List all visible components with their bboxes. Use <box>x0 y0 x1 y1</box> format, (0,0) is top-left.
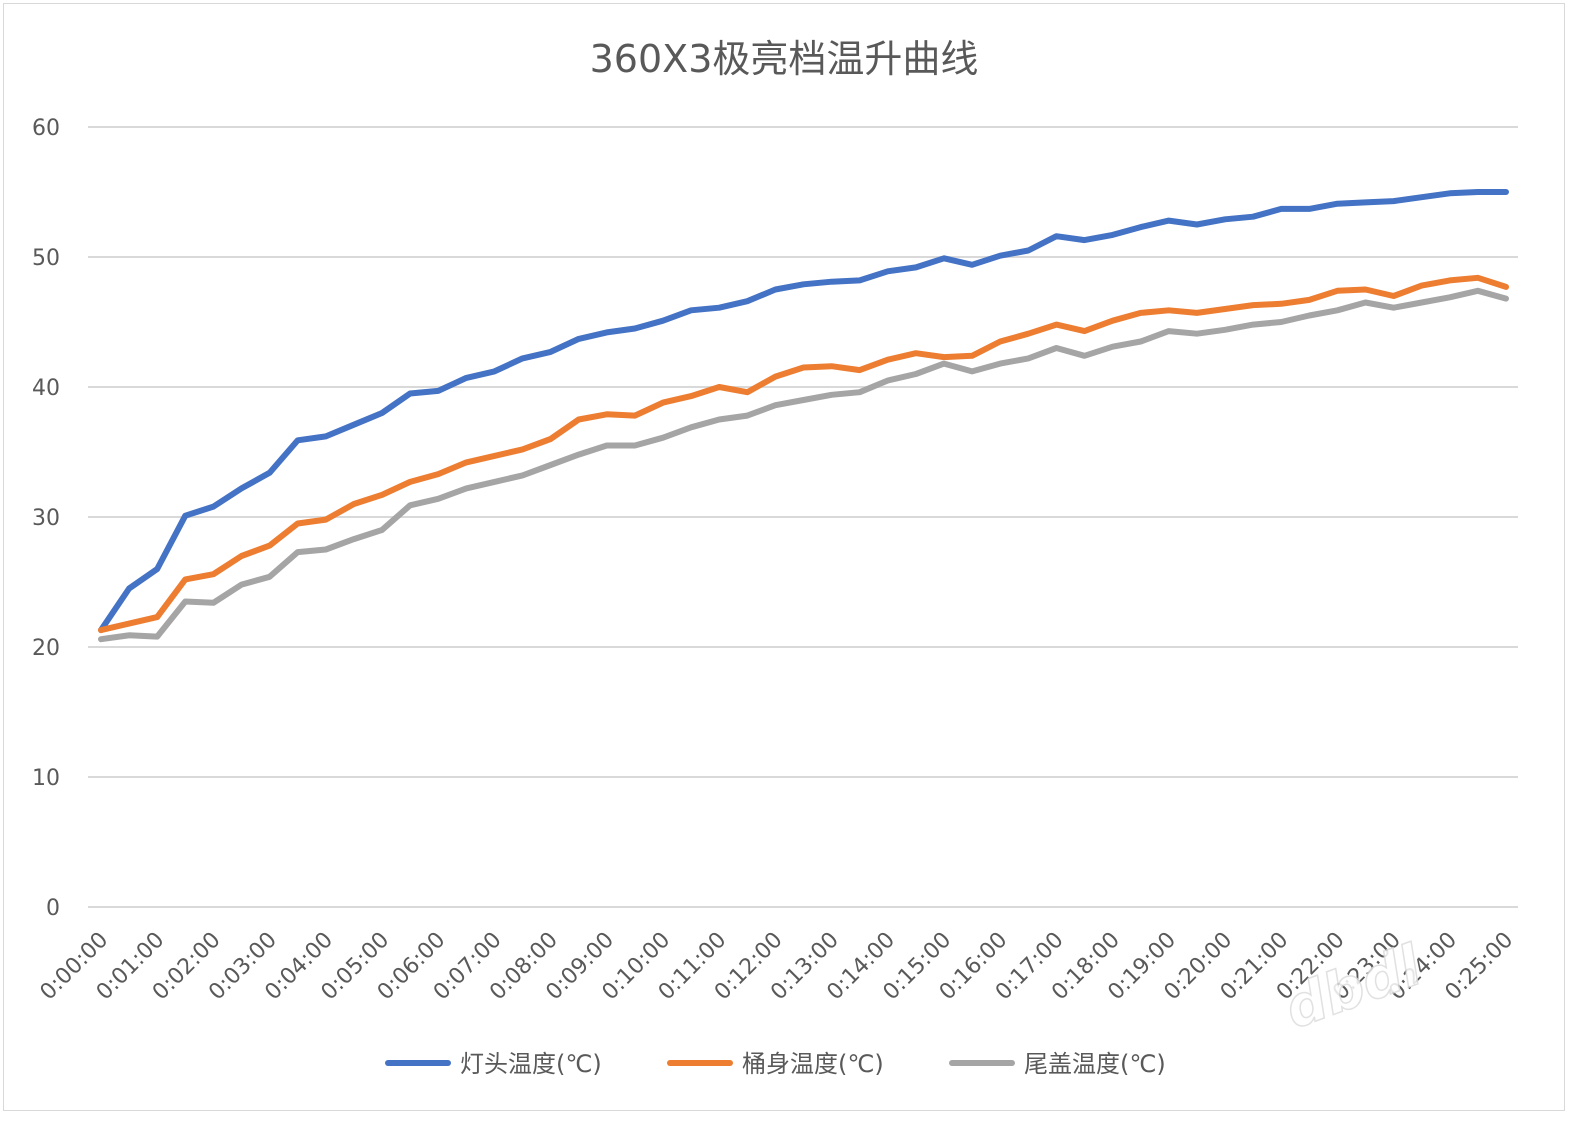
y-tick-label: 20 <box>32 636 60 661</box>
series-line-0 <box>98 189 1509 634</box>
legend-label-2: 尾盖温度(℃) <box>1024 1050 1166 1078</box>
y-axis-ticks: 0 10 20 30 40 50 60 <box>32 116 60 921</box>
series-line-1 <box>98 274 1509 634</box>
legend-label-0: 灯头温度(℃) <box>460 1050 602 1078</box>
chart-title: 360X3极亮档温升曲线 <box>590 37 979 81</box>
y-tick-label: 40 <box>32 376 60 401</box>
series-layer <box>98 189 1509 643</box>
watermark-logo: dbdl <box>1277 933 1431 1042</box>
y-tick-label: 0 <box>46 896 60 921</box>
grid-layer <box>88 126 1518 908</box>
legend: 灯头温度(℃) 桶身温度(℃) 尾盖温度(℃) <box>385 1050 1166 1078</box>
y-tick-label: 60 <box>32 116 60 141</box>
y-tick-label: 30 <box>32 506 60 531</box>
legend-label-1: 桶身温度(℃) <box>742 1050 884 1078</box>
series-line-2 <box>98 287 1509 643</box>
y-tick-label: 50 <box>32 246 60 271</box>
y-tick-label: 10 <box>32 766 60 791</box>
chart-frame: 360X3极亮档温升曲线 0 10 20 30 40 50 60 0:00:00 0:01:0… <box>3 3 1565 1111</box>
